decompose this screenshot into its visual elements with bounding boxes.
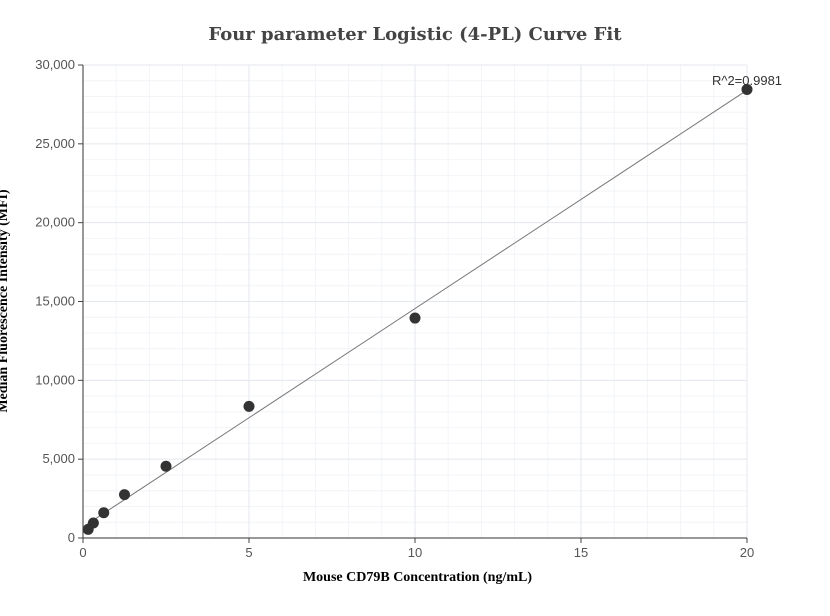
data-point — [741, 83, 753, 95]
r-squared-annotation: R^2=0.9981 — [712, 73, 782, 88]
y-tick-label: 5,000 — [42, 451, 75, 466]
y-tick-label: 25,000 — [35, 136, 75, 151]
data-point — [98, 507, 110, 519]
y-tick-label: 10,000 — [35, 372, 75, 387]
x-axis-title: Mouse CD79B Concentration (ng/mL) — [302, 570, 533, 585]
annotations: R^2=0.9981 — [712, 73, 782, 88]
x-tick-label: 0 — [79, 545, 86, 560]
y-tick-label: 20,000 — [35, 215, 75, 230]
data-point — [243, 400, 255, 412]
fit-curve — [82, 89, 748, 528]
x-tick-label: 5 — [245, 545, 252, 560]
axes — [78, 64, 748, 543]
x-tick-label: 10 — [408, 545, 422, 560]
data-point — [87, 517, 99, 529]
data-points — [82, 83, 753, 535]
chart-title: Four parameter Logistic (4-PL) Curve Fit — [208, 24, 622, 45]
data-point — [160, 460, 172, 472]
fit-line — [82, 89, 748, 528]
tick-labels: 0 5 10 15 20 0 5,000 10,000 15,000 20,000 25,000 30… — [35, 57, 754, 560]
y-tick-label: 15,000 — [35, 294, 75, 309]
x-tick-label: 15 — [574, 545, 588, 560]
data-point — [119, 489, 130, 501]
x-tick-label: 20 — [740, 545, 754, 560]
grid — [83, 64, 748, 538]
y-tick-label: 0 — [68, 530, 75, 545]
data-point — [409, 312, 421, 324]
y-tick-label: 30,000 — [35, 57, 75, 72]
